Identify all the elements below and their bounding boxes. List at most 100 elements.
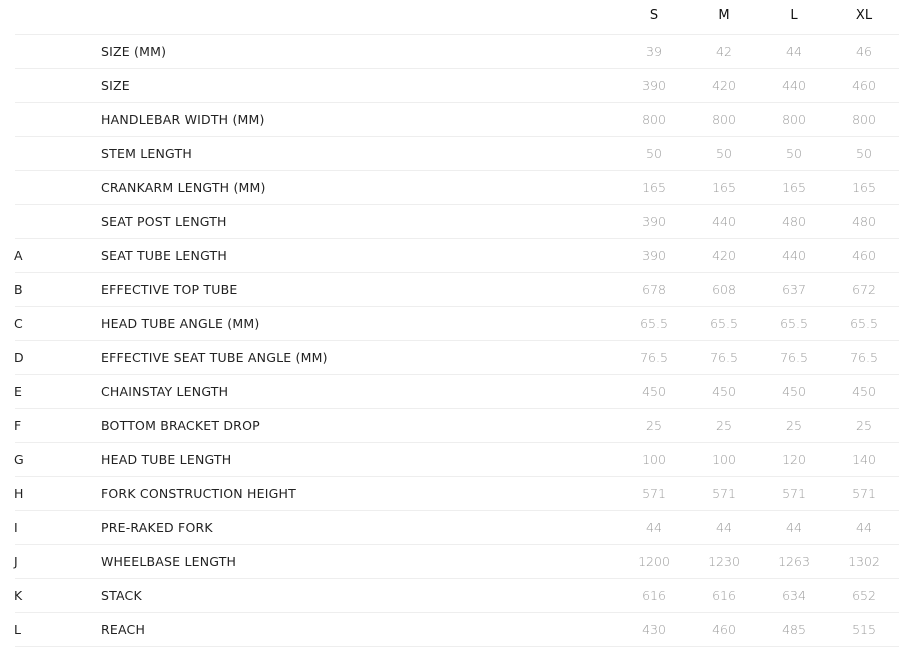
cell-value: 608 (712, 282, 736, 297)
cell-value: 634 (782, 588, 806, 603)
cell-value: 800 (852, 112, 876, 127)
cell-value: 480 (852, 214, 876, 229)
table-row: L REACH 430 460 485 515 (14, 612, 899, 646)
cell-value: 672 (852, 282, 876, 297)
cell-value: 76.5 (780, 350, 808, 365)
row-letter: F (14, 418, 22, 433)
cell-value: 800 (642, 112, 666, 127)
cell-value: 652 (852, 588, 876, 603)
row-label: STEM LENGTH (101, 146, 192, 161)
cell-value: 571 (852, 486, 876, 501)
cell-value: 460 (712, 622, 736, 637)
row-label: SEAT POST LENGTH (101, 214, 227, 229)
cell-value: 44 (646, 520, 662, 535)
cell-value: 1263 (778, 554, 810, 569)
cell-value: 42 (716, 44, 732, 59)
table-row: E CHAINSTAY LENGTH 450 450 450 450 (14, 374, 899, 408)
cell-value: 571 (642, 486, 666, 501)
row-label: EFFECTIVE TOP TUBE (101, 282, 238, 297)
row-label: SIZE (101, 78, 130, 93)
cell-value: 120 (782, 452, 806, 467)
cell-value: 65.5 (710, 316, 738, 331)
cell-value: 460 (852, 248, 876, 263)
row-letter: G (14, 452, 24, 467)
cell-value: 165 (642, 180, 666, 195)
table-row: HANDLEBAR WIDTH (MM) 800 800 800 800 (15, 102, 899, 136)
cell-value: 390 (642, 248, 666, 263)
cell-value: 485 (782, 622, 806, 637)
cell-value: 44 (856, 520, 872, 535)
table-row: STEM LENGTH 50 50 50 50 (15, 136, 899, 170)
row-label: WHEELBASE LENGTH (101, 554, 237, 569)
cell-value: 76.5 (640, 350, 668, 365)
cell-value: 65.5 (850, 316, 878, 331)
cell-value: 46 (856, 44, 872, 59)
cell-value: 1200 (638, 554, 670, 569)
cell-value: 430 (642, 622, 666, 637)
cell-value: 390 (642, 78, 666, 93)
cell-value: 25 (786, 418, 802, 433)
cell-value: 616 (642, 588, 666, 603)
cell-value: 65.5 (780, 316, 808, 331)
row-label: STACK (101, 588, 142, 603)
row-label: FORK CONSTRUCTION HEIGHT (101, 486, 296, 501)
row-letter: J (14, 554, 18, 569)
row-letter: A (14, 248, 23, 263)
table-row: G HEAD TUBE LENGTH 100 100 120 140 (14, 442, 899, 476)
cell-value: 450 (852, 384, 876, 399)
cell-value: 44 (716, 520, 732, 535)
column-header-s: S (649, 8, 659, 23)
cell-value: 65.5 (640, 316, 668, 331)
cell-value: 450 (782, 384, 806, 399)
row-label: REACH (101, 622, 146, 637)
cell-value: 1302 (848, 554, 880, 569)
cell-value: 571 (782, 486, 806, 501)
cell-value: 50 (716, 146, 732, 161)
cell-value: 165 (782, 180, 806, 195)
table-row: B EFFECTIVE TOP TUBE 678 608 637 672 (14, 272, 899, 306)
table-row: J WHEELBASE LENGTH 1200 1230 1263 1302 (14, 544, 899, 578)
table-row: CRANKARM LENGTH (MM) 165 165 165 165 (15, 170, 899, 204)
cell-value: 50 (786, 146, 802, 161)
row-letter: C (14, 316, 23, 331)
cell-value: 44 (786, 520, 802, 535)
cell-value: 420 (712, 248, 736, 263)
cell-value: 440 (782, 78, 806, 93)
cell-value: 44 (786, 44, 802, 59)
cell-value: 420 (712, 78, 736, 93)
cell-value: 460 (852, 78, 876, 93)
table-row: SIZE 390 420 440 460 (15, 68, 899, 102)
cell-value: 100 (642, 452, 666, 467)
cell-value: 450 (642, 384, 666, 399)
row-letter: L (14, 622, 21, 637)
row-label: CRANKARM LENGTH (MM) (101, 180, 266, 195)
table-row: K STACK 616 616 634 652 (14, 578, 899, 612)
row-label: HEAD TUBE ANGLE (MM) (101, 316, 260, 331)
cell-value: 616 (712, 588, 736, 603)
cell-value: 450 (712, 384, 736, 399)
table-row: SEAT POST LENGTH 390 440 480 480 (15, 204, 899, 238)
cell-value: 390 (642, 214, 666, 229)
cell-value: 50 (646, 146, 662, 161)
table-row: F BOTTOM BRACKET DROP 25 25 25 25 (14, 408, 899, 442)
cell-value: 50 (856, 146, 872, 161)
table-row: I PRE-RAKED FORK 44 44 44 44 (14, 510, 899, 544)
table-row: SIZE (MM) 39 42 44 46 (15, 34, 899, 68)
row-label: BOTTOM BRACKET DROP (101, 418, 260, 433)
row-label: HEAD TUBE LENGTH (101, 452, 232, 467)
column-header-m: M (718, 8, 730, 23)
cell-value: 76.5 (710, 350, 738, 365)
column-header-xl: XL (855, 8, 873, 23)
cell-value: 76.5 (850, 350, 878, 365)
cell-value: 440 (712, 214, 736, 229)
table-row: H FORK CONSTRUCTION HEIGHT 571 571 571 571 (14, 476, 899, 510)
row-letter: H (14, 486, 24, 501)
row-letter: K (14, 588, 23, 603)
row-label: PRE-RAKED FORK (101, 520, 213, 535)
table-row: D EFFECTIVE SEAT TUBE ANGLE (MM) 76.5 76.5 7… (14, 340, 899, 374)
cell-value: 480 (782, 214, 806, 229)
cell-value: 440 (782, 248, 806, 263)
cell-value: 1230 (708, 554, 740, 569)
cell-value: 800 (782, 112, 806, 127)
row-label: EFFECTIVE SEAT TUBE ANGLE (MM) (101, 350, 328, 365)
